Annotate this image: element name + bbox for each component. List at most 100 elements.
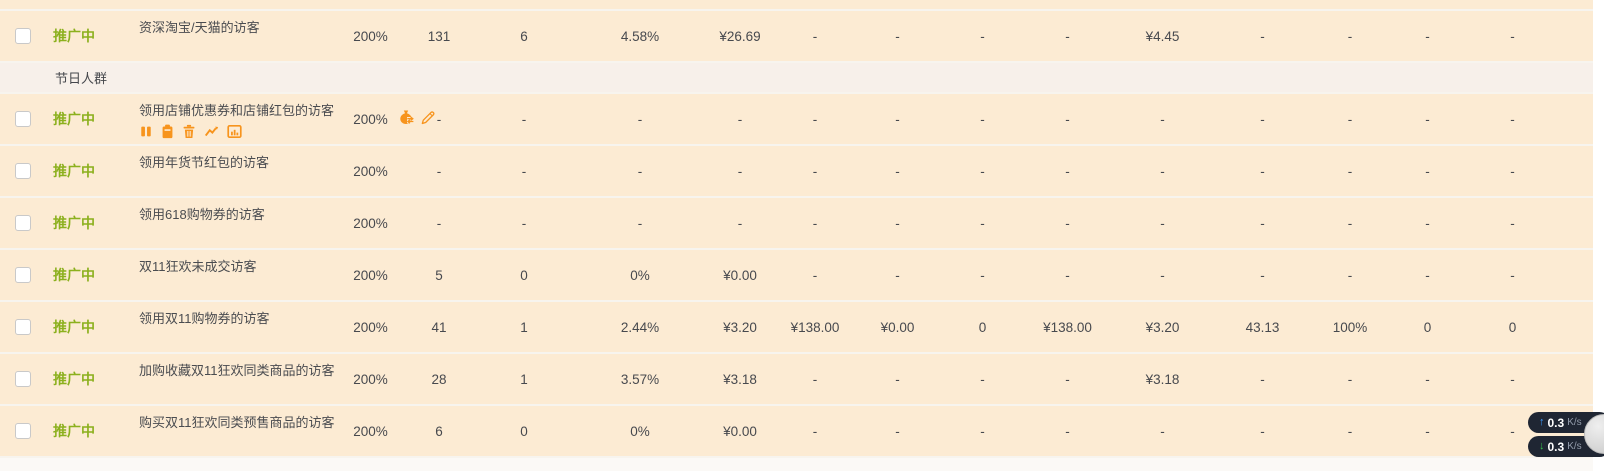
row-checkbox[interactable]: [15, 267, 31, 283]
audience-row: 推广中 加购收藏双11狂欢同类商品的访客 200% 28 1 3.57% ¥3.18 - - - -…: [0, 353, 1593, 405]
line-chart-icon[interactable]: [204, 124, 219, 138]
metric-value: -: [980, 371, 985, 387]
metric-value-cell: 100%: [1310, 301, 1390, 353]
metric-value-cell: 0: [1390, 301, 1465, 353]
row-action-icons: [139, 331, 336, 347]
row-filler: [1560, 197, 1593, 249]
metric-value-cell: -: [1215, 405, 1310, 457]
metric-value: -: [980, 111, 985, 127]
metric-value: -: [1425, 371, 1430, 387]
pause-icon[interactable]: [139, 124, 153, 139]
download-speed-unit: K/s: [1567, 440, 1582, 452]
premium-cell: 200%: [336, 301, 405, 353]
row-checkbox[interactable]: [15, 111, 31, 127]
download-arrow-icon: ↓: [1539, 440, 1545, 452]
metric-value: -: [1510, 371, 1515, 387]
metric-value-cell: ¥0.00: [855, 301, 940, 353]
clipboard-icon[interactable]: [161, 124, 174, 139]
metric-value: 28: [431, 371, 447, 387]
premium-cell: 200%: [336, 93, 435, 145]
metric-value: 100%: [1332, 319, 1368, 335]
metric-value: -: [1065, 267, 1070, 283]
metric-value-cell: -: [1310, 405, 1390, 457]
status-badge: 推广中: [53, 371, 95, 387]
row-checkbox[interactable]: [15, 163, 31, 179]
metric-value: -: [1510, 423, 1515, 439]
metric-value: -: [980, 163, 985, 179]
metric-value-cell: 28: [405, 353, 473, 405]
report-icon[interactable]: [227, 124, 242, 139]
metric-value: ¥0.00: [723, 267, 757, 283]
metric-value-cell: -: [1390, 353, 1465, 405]
audience-row: 推广中 领用双11购物券的访客 200% 41 1 2.44% ¥3.20 ¥138.00 ¥0…: [0, 301, 1593, 353]
metric-value-cell: ¥0.00: [705, 249, 775, 301]
status-badge: 推广中: [53, 111, 95, 127]
metric-value: -: [1347, 215, 1353, 231]
metric-value-cell: -: [1310, 353, 1390, 405]
row-checkbox[interactable]: [15, 423, 31, 439]
audience-row: 推广中 双11狂欢未成交访客 200% 5 0 0% ¥0.00 - - - - - - - - -: [0, 249, 1593, 301]
metric-value: -: [895, 215, 900, 231]
metric-value-cell: ¥0.00: [705, 405, 775, 457]
premium-value: 200%: [353, 28, 388, 44]
premium-value: 200%: [353, 423, 388, 439]
premium-edit-icons: [397, 110, 435, 129]
metric-value-cell: -: [775, 145, 855, 197]
metric-value: ¥3.20: [723, 319, 757, 335]
metric-value: ¥0.00: [723, 423, 757, 439]
metric-value-cell: 0%: [575, 405, 705, 457]
table-bottom-gap: [0, 458, 1593, 471]
metric-value: -: [1260, 28, 1265, 44]
metric-value-cell: -: [1110, 93, 1215, 145]
metric-value: -: [895, 28, 900, 44]
metric-value: -: [1347, 371, 1353, 387]
trash-icon[interactable]: [182, 124, 196, 139]
metric-value: -: [1510, 267, 1515, 283]
metric-value: 0: [1508, 319, 1517, 335]
premium-cell: 200%: [336, 353, 405, 405]
row-filler: [1560, 353, 1593, 405]
metric-value: -: [895, 423, 900, 439]
metric-value: -: [1510, 28, 1515, 44]
metric-value: -: [1425, 267, 1430, 283]
metric-value: -: [895, 371, 900, 387]
metric-value-cell: -: [473, 197, 575, 249]
metric-value: -: [1065, 371, 1070, 387]
audience-name: 购买双11狂欢同类预售商品的访客: [139, 415, 335, 430]
metric-value-cell: ¥4.45: [1110, 10, 1215, 62]
metric-value-cell: 0%: [575, 249, 705, 301]
money-bag-icon[interactable]: [397, 110, 415, 129]
metric-value-cell: -: [1465, 93, 1560, 145]
metric-value-cell: -: [775, 197, 855, 249]
row-checkbox[interactable]: [15, 319, 31, 335]
metric-value: 0: [978, 319, 987, 335]
premium-value: 200%: [353, 267, 388, 283]
edit-pencil-icon[interactable]: [420, 110, 435, 128]
metric-value-cell: 0: [1465, 301, 1560, 353]
metric-value: -: [637, 111, 643, 127]
metric-value-cell: -: [575, 93, 705, 145]
status-badge: 推广中: [53, 319, 95, 335]
metric-value-cell: -: [940, 249, 1025, 301]
metric-value-cell: 5: [405, 249, 473, 301]
row-checkbox[interactable]: [15, 215, 31, 231]
metric-value-cell: -: [1025, 197, 1110, 249]
metric-value: 1: [520, 371, 528, 387]
metric-value-cell: 1: [473, 353, 575, 405]
metric-value: -: [1347, 28, 1353, 44]
metric-value-cell: ¥3.18: [705, 353, 775, 405]
audience-name: 双11狂欢未成交访客: [139, 259, 257, 274]
row-checkbox[interactable]: [15, 28, 31, 44]
audience-name: 领用年货节红包的访客: [139, 155, 270, 170]
metric-value-cell: -: [940, 353, 1025, 405]
metric-value: 0: [1423, 319, 1432, 335]
metric-value: -: [812, 371, 818, 387]
row-checkbox[interactable]: [15, 371, 31, 387]
metric-value-cell: -: [1025, 353, 1110, 405]
metric-value: -: [1425, 215, 1430, 231]
metric-value: -: [1510, 215, 1515, 231]
metric-value: -: [1065, 111, 1070, 127]
audience-name: 资深淘宝/天猫的访客: [139, 20, 260, 35]
metric-value: 5: [435, 267, 443, 283]
audience-table: 推广中 资深淘宝/天猫的访客 200% 131 6 4.58% ¥26.69 - - - - ¥4.4…: [0, 0, 1593, 457]
